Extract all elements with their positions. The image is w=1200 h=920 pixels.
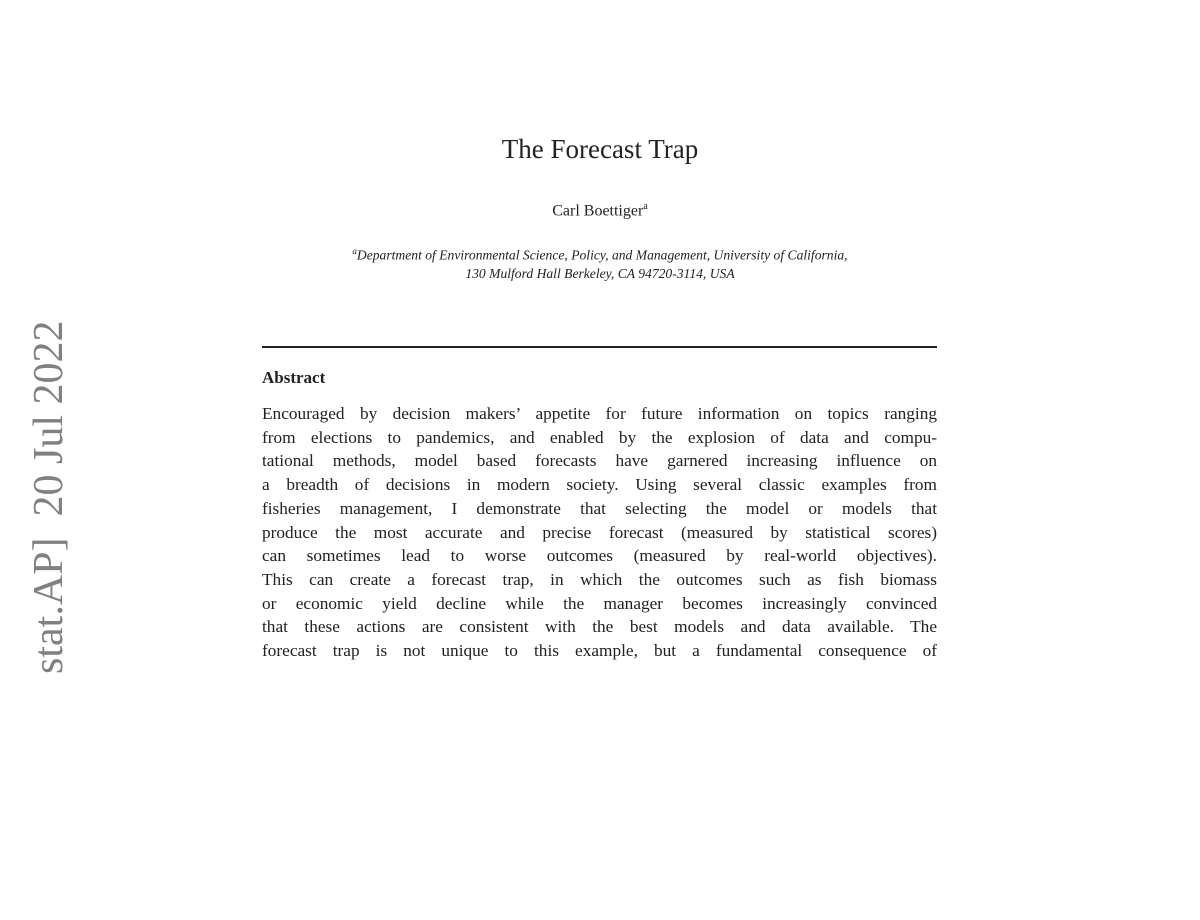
abstract-line: tational methods, model based forecasts … <box>262 451 937 471</box>
abstract-line: or economic yield decline while the mana… <box>262 593 937 613</box>
affiliation-mark: a <box>352 246 357 256</box>
abstract-line: fisheries management, I demonstrate that… <box>262 498 937 518</box>
affiliation-line-2: 130 Mulford Hall Berkeley, CA 94720-3114… <box>465 265 735 281</box>
divider-rule <box>262 346 937 348</box>
abstract-body: Encouraged by decision makers’ appetite … <box>262 402 937 663</box>
paper-title: The Forecast Trap <box>501 134 699 164</box>
abstract-heading: Abstract <box>262 368 326 387</box>
abstract-line: forecast trap is not unique to this exam… <box>262 641 937 661</box>
abstract-line: Encouraged by decision makers’ appetite … <box>262 404 937 423</box>
affiliation: aDepartment of Environmental Science, Po… <box>0 242 1200 283</box>
abstract-line: This can create a forecast trap, in whic… <box>262 569 937 589</box>
abstract-line: can sometimes lead to worse outcomes (me… <box>262 546 937 566</box>
author: Carl Boettigera <box>0 201 1200 220</box>
arxiv-stamp: stat.AP] 20 Jul 2022 <box>26 320 72 674</box>
affiliation-line-1: aDepartment of Environmental Science, Po… <box>352 246 848 263</box>
abstract-line: a breadth of decisions in modern society… <box>262 475 937 495</box>
abstract-line: from elections to pandemics, and enabled… <box>262 427 937 447</box>
abstract-line: that these actions are consistent with t… <box>262 617 937 637</box>
author-affil-mark: a <box>643 201 648 212</box>
author-name: Carl Boettiger <box>552 202 644 220</box>
abstract-line: produce the most accurate and precise fo… <box>262 522 937 542</box>
